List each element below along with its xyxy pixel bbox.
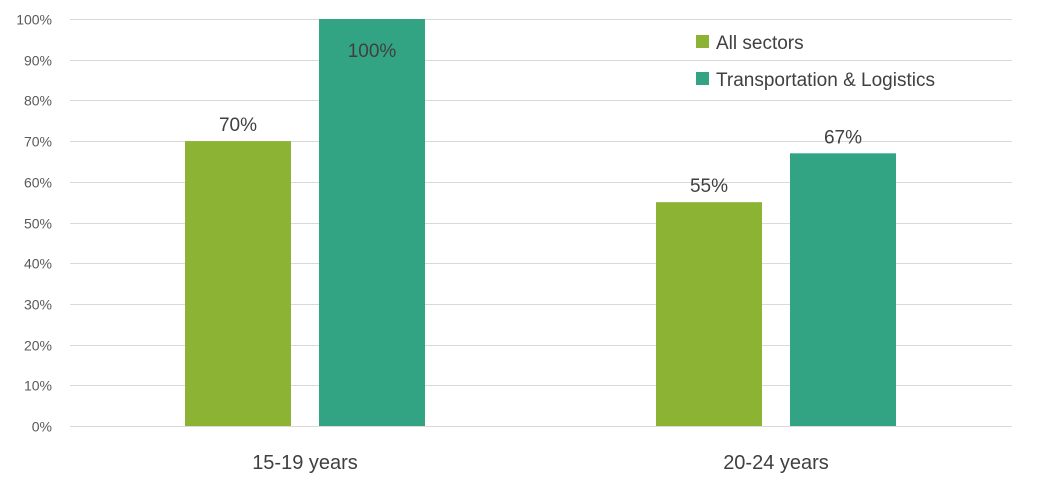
- y-tick-label: 70%: [24, 134, 52, 150]
- data-label: 67%: [824, 127, 862, 148]
- data-label: 70%: [219, 115, 257, 136]
- y-tick-label: 30%: [24, 297, 52, 313]
- y-tick-label: 50%: [24, 216, 52, 232]
- y-tick-label: 20%: [24, 338, 52, 354]
- y-tick-label: 60%: [24, 175, 52, 191]
- legend: All sectors Transportation & Logistics: [696, 33, 935, 91]
- data-labels: 70% 55% 100% 67%: [219, 41, 862, 197]
- y-tick-label: 80%: [24, 93, 52, 109]
- y-axis-ticks: 0% 10% 20% 30% 40% 50% 60% 70% 80% 90% 100%: [16, 12, 52, 435]
- x-tick-label: 15-19 years: [252, 452, 358, 474]
- y-tick-label: 10%: [24, 378, 52, 394]
- data-label: 55%: [690, 176, 728, 197]
- bar-transportation-logistics-1: [790, 153, 896, 426]
- x-tick-label: 20-24 years: [723, 452, 829, 474]
- y-tick-label: 90%: [24, 53, 52, 69]
- legend-swatch: [696, 35, 709, 48]
- legend-label: Transportation & Logistics: [716, 70, 935, 91]
- x-axis-ticks: 15-19 years 20-24 years: [252, 452, 829, 474]
- bar-all-sectors-1: [656, 202, 762, 426]
- bars: [185, 19, 896, 426]
- bar-all-sectors-0: [185, 141, 291, 426]
- bar-transportation-logistics-0: [319, 19, 425, 426]
- y-tick-label: 100%: [16, 12, 52, 28]
- legend-label: All sectors: [716, 33, 804, 54]
- y-tick-label: 0%: [32, 419, 52, 435]
- legend-swatch: [696, 72, 709, 85]
- y-tick-label: 40%: [24, 256, 52, 272]
- data-label: 100%: [348, 41, 397, 62]
